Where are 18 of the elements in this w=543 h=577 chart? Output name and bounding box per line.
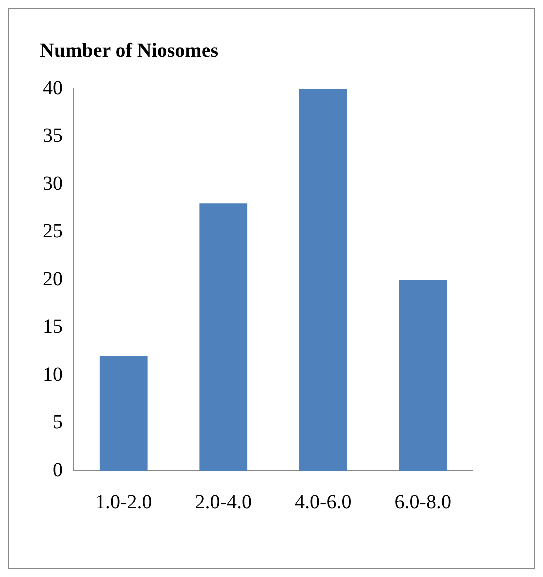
x-tick-label: 2.0-4.0 bbox=[195, 491, 252, 514]
y-tick-label: 25 bbox=[43, 220, 63, 242]
bar bbox=[200, 204, 248, 471]
y-tick-label: 15 bbox=[43, 316, 63, 338]
bar bbox=[399, 280, 448, 471]
bar bbox=[299, 89, 348, 471]
y-tick-label: 30 bbox=[43, 172, 63, 195]
x-tick-label: 4.0-6.0 bbox=[295, 491, 352, 514]
x-tick-label: 6.0-8.0 bbox=[394, 491, 452, 514]
y-tick-label: 20 bbox=[43, 268, 63, 290]
bar bbox=[100, 356, 148, 471]
x-tick-label: 1.0-2.0 bbox=[96, 491, 152, 514]
y-tick-label: 40 bbox=[43, 77, 63, 100]
y-tick-label: 35 bbox=[43, 125, 63, 147]
y-tick-label: 5 bbox=[53, 412, 63, 434]
chart-title: Number of Niosomes bbox=[40, 40, 219, 62]
y-tick-label: 0 bbox=[53, 459, 63, 482]
y-tick-label: 10 bbox=[43, 364, 63, 386]
